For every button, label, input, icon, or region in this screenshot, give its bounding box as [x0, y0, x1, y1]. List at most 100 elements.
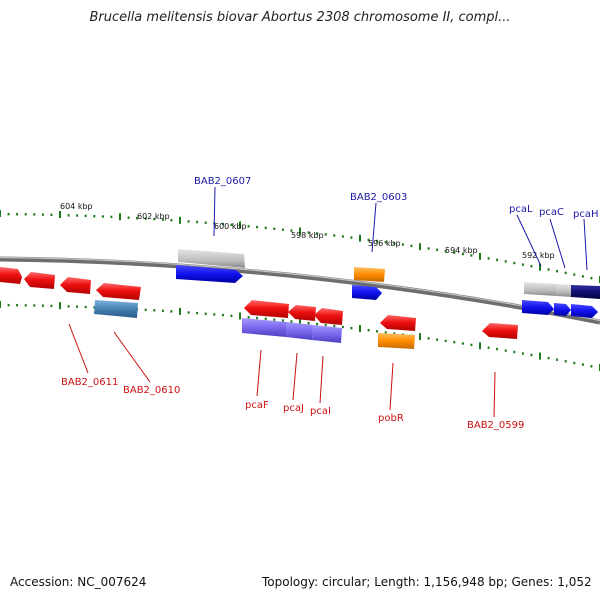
- gene-feature-red-mid-3[interactable]: [314, 308, 343, 325]
- major-tick: [359, 325, 361, 333]
- minor-tick: [221, 313, 224, 317]
- label-pcaL[interactable]: pcaL: [509, 204, 533, 215]
- scale-label-594: 594 kbp: [445, 246, 478, 255]
- gene-pcaF[interactable]: [242, 318, 287, 337]
- minor-tick: [290, 320, 293, 323]
- minor-tick: [350, 236, 353, 239]
- minor-tick: [204, 221, 207, 224]
- major-tick: [299, 227, 301, 235]
- gene-feature-orange[interactable]: [354, 267, 385, 282]
- minor-tick: [93, 306, 96, 309]
- gene-bab2-0610[interactable]: [94, 300, 138, 318]
- label-pcaH[interactable]: pcaH: [573, 209, 599, 220]
- scale-label-602: 602 kbp: [137, 212, 170, 221]
- minor-tick: [564, 271, 567, 275]
- minor-tick: [187, 220, 190, 223]
- label-pcaC[interactable]: pcaC: [539, 207, 564, 218]
- minor-tick: [530, 353, 533, 357]
- minor-tick: [444, 339, 447, 343]
- minor-tick: [470, 254, 473, 257]
- label-pobR[interactable]: pobR: [378, 413, 404, 424]
- label-bab2-0607[interactable]: BAB2_0607: [194, 176, 251, 187]
- gene-bab2-0610-red[interactable]: [96, 283, 141, 300]
- gene-feature-red-left-2[interactable]: [24, 272, 55, 289]
- gene-pcaH[interactable]: [571, 285, 600, 299]
- major-tick: [239, 312, 241, 320]
- major-tick: [0, 210, 1, 217]
- label-pcaF[interactable]: pcaF: [245, 400, 269, 411]
- minor-tick: [76, 305, 79, 308]
- minor-tick: [513, 261, 516, 265]
- label-bab2-0603[interactable]: BAB2_0603: [350, 192, 407, 203]
- major-tick: [419, 243, 421, 251]
- minor-tick: [427, 247, 430, 250]
- minor-tick: [461, 252, 464, 256]
- gene-pcaI[interactable]: [312, 325, 342, 343]
- minor-tick: [333, 324, 336, 328]
- gene-bab2-0603[interactable]: [352, 285, 382, 300]
- leader-bab2-0599: [493, 371, 496, 418]
- minor-tick: [350, 326, 353, 330]
- gene-feature-blue-right-2[interactable]: [554, 303, 571, 316]
- leader-pcaL: [516, 214, 542, 267]
- label-pcaJ[interactable]: pcaJ: [283, 403, 304, 414]
- major-tick: [179, 307, 181, 315]
- minor-tick: [307, 322, 310, 325]
- minor-tick: [230, 314, 233, 317]
- minor-tick: [144, 217, 147, 220]
- leader-pcaI: [319, 355, 324, 404]
- gene-bab2-0611[interactable]: [60, 277, 91, 294]
- chromosome-backbone: [0, 256, 600, 325]
- gene-bab2-0607[interactable]: [178, 249, 245, 268]
- minor-tick: [67, 214, 70, 217]
- minor-tick: [316, 322, 319, 326]
- minor-tick: [110, 215, 113, 219]
- gene-feature-red-mid-1[interactable]: [244, 300, 289, 318]
- genome-summary-text: Topology: circular; Length: 1,156,948 bp…: [262, 575, 592, 589]
- label-pcaI[interactable]: pcaI: [310, 406, 331, 417]
- gene-pcaJ[interactable]: [286, 322, 313, 340]
- leader-bab2-0611: [68, 323, 89, 374]
- gene-feature-blue-right-3[interactable]: [571, 304, 598, 318]
- minor-tick: [590, 365, 593, 368]
- minor-tick: [547, 268, 550, 271]
- scale-label-596: 596 kbp: [368, 239, 401, 248]
- minor-tick: [470, 343, 473, 347]
- major-tick: [239, 221, 241, 229]
- minor-tick: [564, 360, 567, 363]
- minor-tick: [247, 316, 250, 319]
- gene-feature-blue-right-1[interactable]: [522, 300, 554, 315]
- label-bab2-0610[interactable]: BAB2_0610: [123, 385, 180, 396]
- gene-feature-red-pobr[interactable]: [380, 315, 416, 331]
- major-tick: [479, 342, 481, 350]
- gene-feature-red-mid-2[interactable]: [288, 305, 316, 321]
- minor-tick: [33, 213, 36, 216]
- label-bab2-0599[interactable]: BAB2_0599: [467, 420, 524, 431]
- gene-bab2-0599[interactable]: [482, 323, 518, 339]
- minor-tick: [127, 216, 130, 219]
- leader-bab2-0610: [113, 331, 151, 383]
- minor-tick: [264, 317, 267, 320]
- minor-tick: [556, 358, 559, 361]
- minor-tick: [144, 308, 147, 311]
- major-tick: [419, 333, 421, 341]
- minor-tick: [50, 213, 53, 216]
- gene-feature-blue[interactable]: [176, 265, 243, 283]
- label-bab2-0611[interactable]: BAB2_0611: [61, 377, 118, 388]
- leader-pcaH: [583, 218, 588, 271]
- minor-tick: [393, 332, 396, 335]
- major-tick: [0, 301, 1, 308]
- chromosome-backbone-highlight: [0, 256, 600, 322]
- major-tick: [539, 263, 541, 271]
- gene-feature-red-left-1[interactable]: [0, 267, 22, 284]
- forward-strand-genes: [176, 249, 600, 318]
- gene-pcaC[interactable]: [556, 284, 573, 297]
- minor-tick: [7, 303, 10, 307]
- minor-tick: [7, 212, 10, 216]
- minor-tick: [453, 251, 456, 254]
- minor-tick: [153, 217, 156, 221]
- gene-pcaL[interactable]: [524, 282, 558, 296]
- scale-label-600: 600 kbp: [214, 222, 247, 231]
- gene-pobR[interactable]: [378, 333, 415, 349]
- minor-tick: [316, 232, 319, 235]
